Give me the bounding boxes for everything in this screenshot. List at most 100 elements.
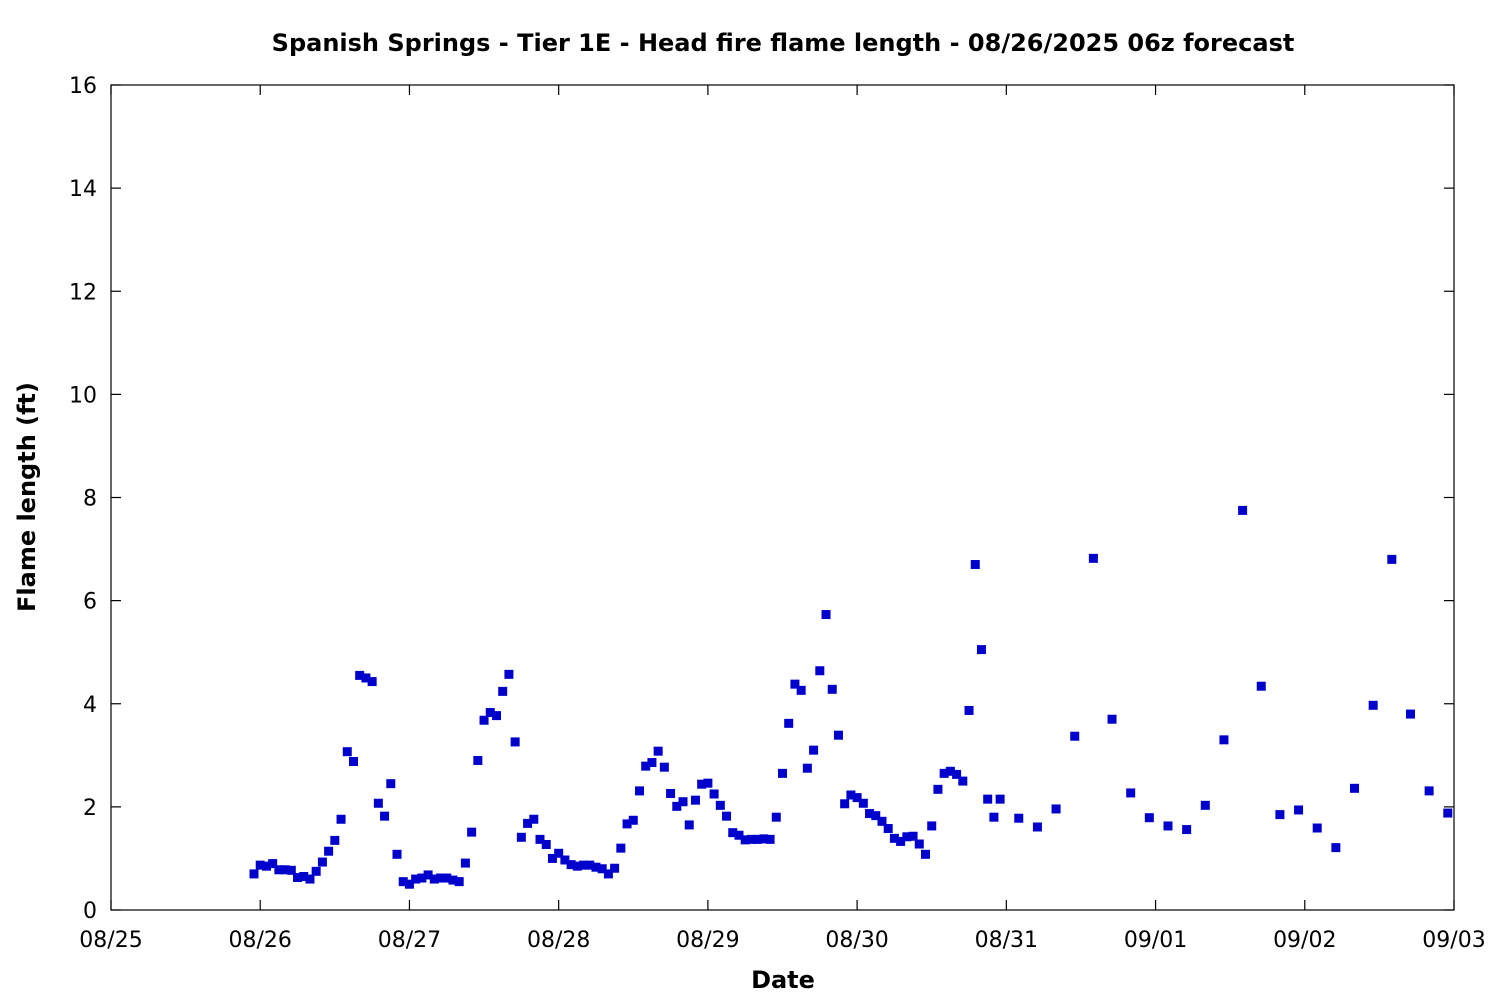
data-point: [852, 793, 862, 803]
chart-title: Spanish Springs - Tier 1E - Head fire fl…: [272, 29, 1295, 57]
data-point: [983, 794, 993, 804]
data-point: [846, 790, 856, 800]
data-point: [373, 798, 383, 808]
data-point: [554, 848, 564, 858]
y-tick-label: 0: [83, 899, 97, 924]
data-point: [1368, 700, 1378, 710]
data-point: [274, 865, 284, 875]
y-tick-label: 14: [69, 177, 97, 202]
data-point: [672, 801, 682, 811]
x-tick-label: 08/30: [825, 928, 888, 953]
data-point: [417, 873, 427, 883]
y-tick-label: 10: [69, 383, 97, 408]
plot-frame: [110, 84, 1455, 911]
data-point: [883, 824, 893, 834]
data-point: [579, 860, 589, 870]
data-point: [311, 866, 321, 876]
data-point: [746, 834, 756, 844]
x-tick-label: 08/31: [975, 928, 1038, 953]
data-point: [970, 560, 980, 570]
data-point: [889, 833, 899, 843]
data-point: [802, 763, 812, 773]
data-point: [1424, 786, 1434, 796]
data-point: [771, 812, 781, 822]
y-axis-ticks: 0 2 4 6 8 10 12 14 16: [69, 74, 1454, 924]
data-point: [647, 758, 657, 768]
data-points: [249, 505, 1453, 889]
data-point: [336, 814, 346, 824]
data-point: [616, 843, 626, 853]
data-point: [473, 755, 483, 765]
data-point: [1070, 731, 1080, 741]
data-point: [871, 811, 881, 821]
data-point: [933, 784, 943, 794]
data-point: [939, 768, 949, 778]
data-point: [535, 834, 545, 844]
data-point: [634, 786, 644, 796]
y-tick-label: 12: [69, 280, 97, 305]
data-point: [896, 836, 906, 846]
data-point: [355, 670, 365, 680]
data-point: [603, 869, 613, 879]
data-point: [380, 811, 390, 821]
data-point: [653, 746, 663, 756]
data-point: [1443, 808, 1453, 818]
data-point: [914, 839, 924, 849]
data-point: [585, 860, 595, 870]
data-point: [995, 794, 1005, 804]
data-point: [560, 855, 570, 865]
y-tick-label: 16: [69, 74, 97, 99]
data-point: [392, 849, 402, 859]
data-point: [1294, 805, 1304, 815]
data-point: [436, 873, 446, 883]
data-point: [964, 705, 974, 715]
data-point: [286, 865, 296, 875]
data-point: [504, 669, 514, 679]
data-point: [268, 859, 278, 869]
data-point: [261, 861, 271, 871]
data-point: [572, 861, 582, 871]
data-point: [796, 685, 806, 695]
data-point: [753, 834, 763, 844]
data-point: [1163, 821, 1173, 831]
x-tick-label: 09/02: [1273, 928, 1336, 953]
y-axis-label: Flame length (ft): [13, 382, 41, 612]
data-point: [442, 873, 452, 883]
data-point: [628, 815, 638, 825]
data-point: [877, 816, 887, 826]
data-point: [299, 871, 309, 881]
x-tick-label: 09/01: [1124, 928, 1187, 953]
data-point: [1126, 788, 1136, 798]
data-point: [1331, 843, 1341, 853]
data-point: [566, 860, 576, 870]
data-point: [790, 679, 800, 689]
data-point: [460, 858, 470, 868]
data-point: [902, 832, 912, 842]
x-tick-label: 09/03: [1422, 928, 1485, 953]
data-point: [411, 874, 421, 884]
data-point: [840, 799, 850, 809]
y-tick-label: 2: [83, 796, 97, 821]
data-point: [1238, 505, 1248, 515]
data-point: [734, 830, 744, 840]
data-point: [952, 769, 962, 779]
data-point: [255, 860, 265, 870]
data-point: [1256, 681, 1266, 691]
data-point: [976, 645, 986, 655]
data-point: [342, 747, 352, 757]
data-point: [293, 873, 303, 883]
x-tick-label: 08/28: [527, 928, 590, 953]
y-tick-label: 8: [83, 487, 97, 512]
data-point: [1032, 822, 1042, 832]
data-point: [945, 766, 955, 776]
data-point: [367, 677, 377, 687]
data-point: [404, 879, 414, 889]
data-point: [597, 864, 607, 874]
data-point: [784, 718, 794, 728]
data-point: [927, 821, 937, 831]
data-point: [1200, 800, 1210, 810]
data-point: [361, 673, 371, 683]
y-tick-label: 6: [83, 590, 97, 615]
data-point: [1014, 813, 1024, 823]
